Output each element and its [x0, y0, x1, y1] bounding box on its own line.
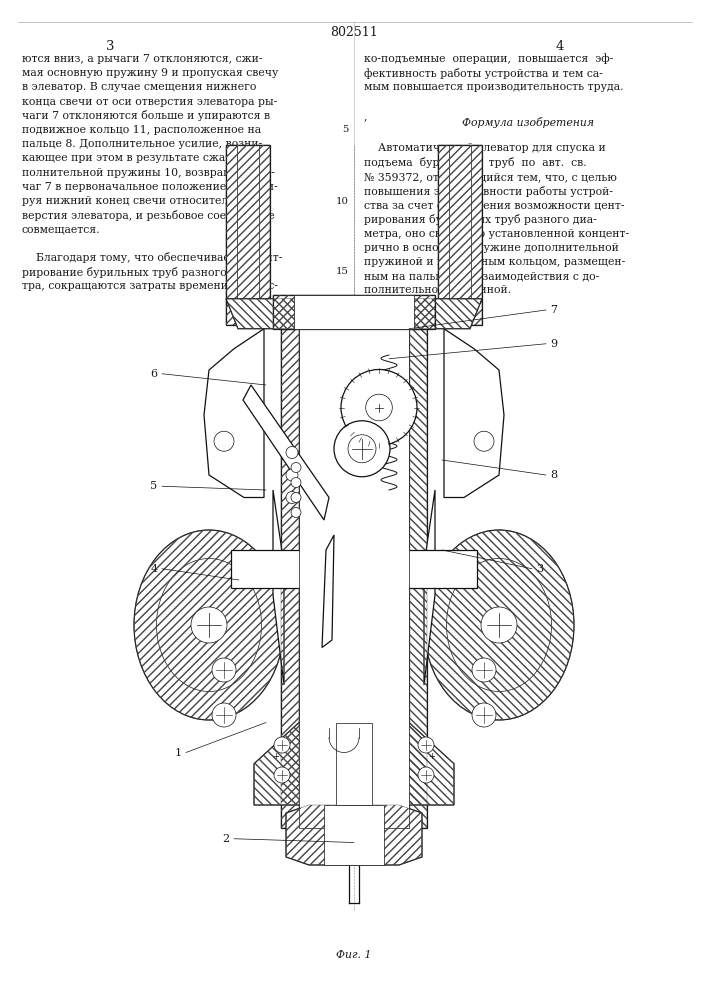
Ellipse shape [424, 530, 574, 720]
Circle shape [472, 658, 496, 682]
Text: +: + [273, 752, 279, 761]
Text: 6: 6 [151, 369, 158, 379]
Text: 9: 9 [551, 339, 558, 349]
Text: рично в основной пружине дополнительной: рично в основной пружине дополнительной [364, 243, 619, 253]
Text: в элеватор. В случае смещения нижнего: в элеватор. В случае смещения нижнего [22, 82, 257, 92]
Circle shape [481, 607, 517, 643]
Circle shape [212, 703, 236, 727]
Bar [273, 295, 435, 329]
Circle shape [191, 607, 227, 643]
Text: кающее при этом в результате сжатия до-: кающее при этом в результате сжатия до- [22, 153, 266, 163]
Circle shape [341, 369, 417, 446]
Text: ко-подъемные  операции,  повышается  эф-: ко-подъемные операции, повышается эф- [364, 54, 613, 64]
Text: пальце 8. Дополнительное усилие, возни-: пальце 8. Дополнительное усилие, возни- [22, 139, 262, 149]
Text: 4: 4 [556, 40, 564, 53]
Circle shape [472, 703, 496, 727]
Text: 4: 4 [151, 564, 158, 574]
Bar [226, 145, 270, 325]
Text: ным на пальце для взаимодействия с до-: ным на пальце для взаимодействия с до- [364, 271, 600, 281]
Text: 1: 1 [175, 748, 182, 758]
Text: подвижное кольцо 11, расположенное на: подвижное кольцо 11, расположенное на [22, 125, 261, 135]
Bar [281, 329, 299, 828]
Text: 5: 5 [151, 481, 158, 491]
Text: 3: 3 [537, 564, 544, 574]
Bar [438, 145, 482, 325]
Text: 3: 3 [106, 40, 115, 53]
Text: 15: 15 [336, 267, 349, 276]
Circle shape [291, 508, 301, 518]
Text: фективность работы устройства и тем са-: фективность работы устройства и тем са- [364, 68, 603, 79]
Text: верстия элеватора, и резьбовое соединение: верстия элеватора, и резьбовое соединени… [22, 210, 274, 221]
Circle shape [291, 462, 301, 473]
Circle shape [291, 478, 301, 488]
Bar [231, 550, 477, 587]
Text: рирования бурильных труб разного диа-: рирования бурильных труб разного диа- [364, 214, 597, 225]
Text: 802511: 802511 [330, 26, 378, 39]
Polygon shape [226, 299, 482, 329]
Bar [294, 295, 414, 329]
Text: чаг 7 в первоначальное положение, центри-: чаг 7 в первоначальное положение, центри… [22, 182, 278, 192]
Text: 5: 5 [343, 125, 349, 134]
Circle shape [286, 446, 298, 458]
Polygon shape [322, 535, 334, 648]
Text: Автоматический элеватор для спуска и: Автоматический элеватор для спуска и [364, 143, 606, 153]
Circle shape [212, 658, 236, 682]
Text: Благодаря тому, что обеспечивается цент-: Благодаря тому, что обеспечивается цент- [22, 252, 282, 263]
Circle shape [474, 431, 494, 451]
Bar [409, 329, 427, 828]
Text: Фиг. 1: Фиг. 1 [337, 950, 372, 960]
Circle shape [418, 767, 434, 783]
Text: 2: 2 [223, 834, 230, 844]
Text: рирование бурильных труб разного диаме-: рирование бурильных труб разного диаме- [22, 266, 269, 277]
Polygon shape [243, 385, 329, 520]
Polygon shape [204, 329, 264, 497]
Circle shape [291, 492, 301, 502]
Bar [324, 805, 384, 865]
Polygon shape [424, 490, 435, 685]
Text: подъема  бурильных  труб  по  авт.  св.: подъема бурильных труб по авт. св. [364, 157, 587, 168]
Circle shape [214, 431, 234, 451]
Text: № 359372, отличающийся тем, что, с целью: № 359372, отличающийся тем, что, с целью [364, 172, 617, 182]
Circle shape [348, 435, 376, 463]
Text: совмещается.: совмещается. [22, 224, 100, 234]
Text: ства за счет обеспечения возможности цент-: ства за счет обеспечения возможности цен… [364, 200, 624, 211]
Text: мая основную пружину 9 и пропуская свечу: мая основную пружину 9 и пропуская свечу [22, 68, 279, 78]
Circle shape [286, 469, 298, 481]
Text: повышения эффективности работы устрой-: повышения эффективности работы устрой- [364, 186, 613, 197]
Polygon shape [336, 722, 372, 805]
Text: Формула изобретения: Формула изобретения [462, 117, 594, 128]
Text: мым повышается производительность труда.: мым повышается производительность труда. [364, 82, 624, 92]
Text: руя нижний конец свечи относительно от-: руя нижний конец свечи относительно от- [22, 196, 268, 206]
Text: конца свечи от оси отверстия элеватора ры-: конца свечи от оси отверстия элеватора р… [22, 97, 277, 107]
Text: метра, оно снабжено установленной концент-: метра, оно снабжено установленной концен… [364, 228, 629, 239]
Bar [281, 329, 299, 828]
Polygon shape [286, 805, 422, 865]
Polygon shape [444, 329, 504, 497]
Circle shape [286, 491, 298, 503]
Text: пружиной и подвижным кольцом, размещен-: пружиной и подвижным кольцом, размещен- [364, 257, 625, 267]
Bar [226, 145, 270, 325]
Circle shape [334, 421, 390, 477]
Text: чаги 7 отклоняются больше и упираются в: чаги 7 отклоняются больше и упираются в [22, 110, 270, 121]
Polygon shape [273, 490, 284, 685]
Text: 10: 10 [336, 196, 349, 206]
Text: ются вниз, а рычаги 7 отклоняются, сжи-: ются вниз, а рычаги 7 отклоняются, сжи- [22, 54, 262, 64]
Text: ,: , [364, 111, 368, 121]
Bar [409, 329, 427, 828]
Text: 7: 7 [551, 305, 558, 315]
Text: 8: 8 [551, 470, 558, 480]
Circle shape [274, 767, 290, 783]
Text: полнительной пружиной.: полнительной пружиной. [364, 285, 511, 295]
Bar [299, 329, 409, 828]
Polygon shape [254, 722, 454, 805]
Circle shape [418, 737, 434, 753]
Ellipse shape [134, 530, 284, 720]
Circle shape [366, 394, 392, 421]
Text: +: + [428, 752, 436, 761]
Bar [273, 295, 435, 329]
Text: тра, сокращаются затраты времени на спус-: тра, сокращаются затраты времени на спус… [22, 281, 278, 291]
Text: полнительной пружины 10, возвращает ры-: полнительной пружины 10, возвращает ры- [22, 168, 275, 178]
Bar [438, 145, 482, 325]
Circle shape [274, 737, 290, 753]
